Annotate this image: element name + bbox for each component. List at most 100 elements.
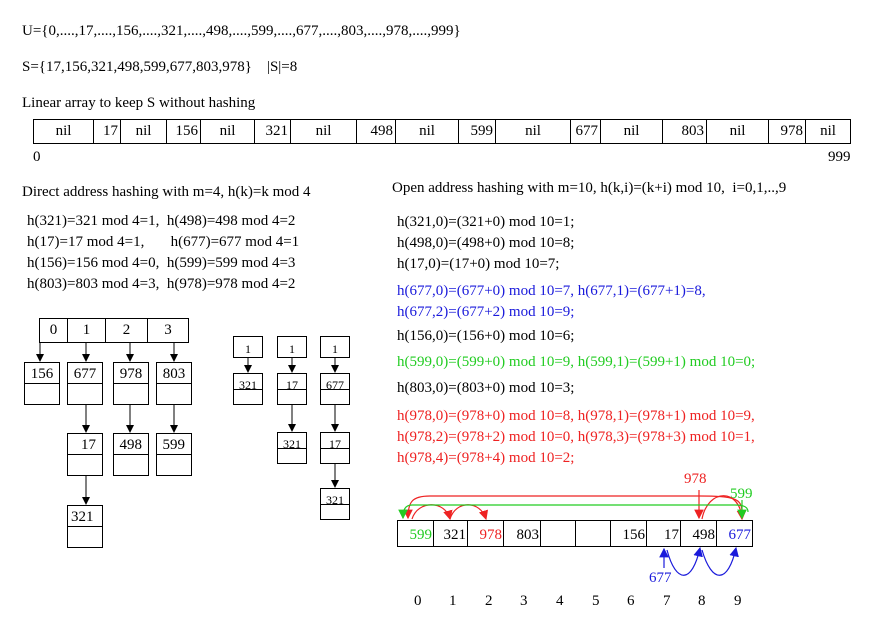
mini-col2-node1-next — [277, 389, 307, 405]
mini-col2-node1-label: 17 — [286, 378, 298, 392]
linear-cell-8-label: nil — [419, 123, 435, 139]
mini-head-0-label: 1 — [245, 342, 251, 356]
probe-978-0-1 — [411, 504, 453, 521]
direct-chain-1-node1-label: 677 — [73, 366, 97, 382]
linear-cell-5: 321 — [254, 119, 291, 144]
mini-col3-node3: 321 — [320, 488, 350, 507]
open-hashing-title: Open address hashing with m=10, h(k,i)=(… — [392, 180, 787, 196]
direct-chain-1-node1-next — [67, 383, 103, 405]
direct-chain-3-node1-label: 803 — [162, 366, 186, 382]
open-line-5: h(677,2)=(677+2) mod 10=9; — [397, 304, 575, 320]
linear-cell-10: nil — [495, 119, 571, 144]
open-index-8: 8 — [698, 593, 706, 609]
probe-label-677: 677 — [649, 570, 672, 586]
mini-col3-node1-label: 677 — [326, 378, 344, 392]
open-index-6: 6 — [627, 593, 635, 609]
open-index-4: 4 — [556, 593, 564, 609]
probe-978-8-9 — [701, 495, 747, 521]
linear-cell-3: 156 — [166, 119, 201, 144]
linear-cell-15-label: 978 — [780, 123, 804, 139]
linear-cell-7: 498 — [356, 119, 396, 144]
probe-677-7-8 — [666, 546, 703, 576]
direct-line-2: h(17)=17 mod 4=1, h(677)=677 mod 4=1 — [27, 234, 300, 250]
open-slot-1: 321 — [433, 520, 468, 547]
linear-cell-16: nil — [805, 119, 851, 144]
mini-col2-node2-label: 321 — [283, 437, 301, 451]
open-index-3: 3 — [520, 593, 528, 609]
linear-cell-7-label: 498 — [370, 123, 394, 139]
direct-chain-3-node2-next — [156, 454, 192, 476]
linear-array-title: Linear array to keep S without hashing — [22, 95, 256, 111]
mini-col2-node2-next — [277, 448, 307, 464]
linear-start-label: 0 — [33, 149, 41, 165]
mini-col3-node2-next — [320, 448, 350, 464]
probe-label-978: 978 — [684, 471, 707, 487]
open-slot-0-label: 599 — [409, 527, 433, 543]
linear-cell-8: nil — [395, 119, 459, 144]
linear-cell-14-label: nil — [729, 123, 746, 139]
open-index-5: 5 — [592, 593, 600, 609]
linear-cell-4-label: nil — [219, 123, 236, 139]
open-line-11: h(978,4)=(978+4) mod 10=2; — [397, 450, 575, 466]
direct-chain-1-node2-next — [67, 454, 103, 476]
direct-chain-2-node2-label: 498 — [119, 437, 143, 453]
direct-chain-2-node1-label: 978 — [119, 366, 143, 382]
open-line-8: h(803,0)=(803+0) mod 10=3; — [397, 380, 575, 396]
linear-cell-3-label: 156 — [175, 123, 199, 139]
linear-cell-16-label: nil — [820, 123, 836, 139]
direct-index-0: 0 — [39, 318, 68, 343]
open-slot-6-label: 156 — [622, 527, 646, 543]
direct-chain-0-node1-next — [24, 383, 60, 405]
open-line-2: h(498,0)=(498+0) mod 10=8; — [397, 235, 575, 251]
open-index-7: 7 — [663, 593, 671, 609]
mini-col3-node1: 677 — [320, 373, 350, 392]
direct-line-1: h(321)=321 mod 4=1, h(498)=498 mod 4=2 — [27, 213, 296, 229]
direct-chain-2-node2-next — [113, 454, 149, 476]
open-slot-4 — [540, 520, 576, 547]
direct-chain-2-node1-next — [113, 383, 149, 405]
open-slot-6: 156 — [610, 520, 647, 547]
linear-cell-6: nil — [290, 119, 357, 144]
linear-cell-1: 17 — [93, 119, 121, 144]
open-index-1: 1 — [449, 593, 457, 609]
open-slot-7: 17 — [646, 520, 681, 547]
mini-col3-node2-label: 17 — [329, 437, 341, 451]
open-index-9: 9 — [734, 593, 742, 609]
direct-chain-0-node1-label: 156 — [30, 366, 54, 382]
open-slot-5 — [575, 520, 611, 547]
linear-cell-2: nil — [120, 119, 167, 144]
linear-cell-12-label: nil — [623, 123, 640, 139]
open-slot-2-label: 978 — [479, 527, 503, 543]
linear-cell-4: nil — [200, 119, 255, 144]
direct-chain-1-node3-label: 321 — [71, 509, 94, 525]
linear-cell-0-label: nil — [55, 123, 72, 139]
linear-cell-9-label: 599 — [470, 123, 494, 139]
mini-col3-node3-next — [320, 504, 350, 520]
direct-line-3: h(156)=156 mod 4=0, h(599)=599 mod 4=3 — [27, 255, 296, 271]
linear-cell-10-label: nil — [525, 123, 541, 139]
direct-chain-1-node3-next — [67, 526, 103, 548]
mini-head-2: 1 — [320, 336, 350, 358]
direct-chain-3-node1-next — [156, 383, 192, 405]
linear-cell-6-label: nil — [315, 123, 332, 139]
open-line-6: h(156,0)=(156+0) mod 10=6; — [397, 328, 575, 344]
probe-978-1-2 — [449, 504, 489, 521]
open-line-7: h(599,0)=(599+0) mod 10=9, h(599,1)=(599… — [397, 354, 756, 370]
open-line-3: h(17,0)=(17+0) mod 10=7; — [397, 256, 560, 272]
open-slot-2: 978 — [467, 520, 504, 547]
mini-head-1-label: 1 — [289, 342, 295, 356]
mini-head-1: 1 — [277, 336, 307, 358]
open-slot-8: 498 — [680, 520, 717, 547]
open-slot-9-label: 677 — [728, 527, 752, 543]
linear-cell-9: 599 — [458, 119, 496, 144]
mini-col3-node3-label: 321 — [326, 493, 344, 507]
direct-index-2-label: 2 — [122, 322, 131, 338]
direct-chain-3-node2: 599 — [156, 433, 192, 455]
probe-599-9-0 — [398, 504, 749, 520]
direct-index-1: 1 — [67, 318, 106, 343]
direct-index-2: 2 — [105, 318, 148, 343]
linear-cell-11-label: 677 — [575, 123, 599, 139]
mini-col3-node1-next — [320, 389, 350, 405]
direct-hashing-title: Direct address hashing with m=4, h(k)=k … — [22, 184, 311, 200]
